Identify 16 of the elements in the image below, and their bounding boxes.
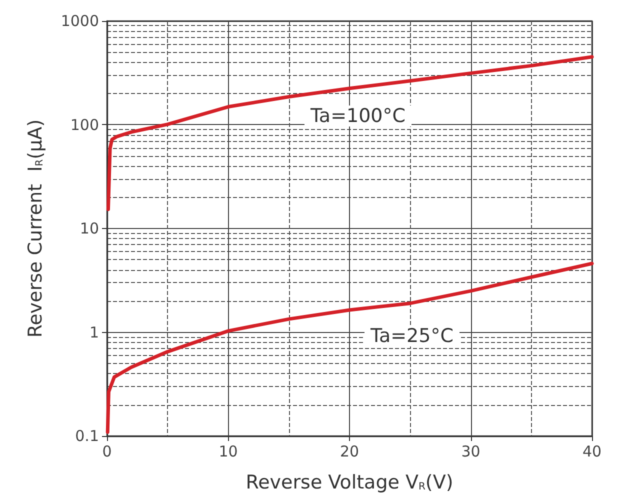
x-tick-label: 30: [461, 442, 480, 460]
x-tick-label: 0: [102, 442, 112, 460]
y-tick-label: 100: [70, 116, 99, 134]
y-tick-label: 1: [89, 323, 99, 342]
y-tick-label: 0.1: [75, 427, 99, 445]
annotation: Ta=25°C: [370, 325, 454, 347]
x-tick-label: 10: [218, 442, 238, 460]
y-axis-title: Reverse Current IR(μA): [24, 119, 46, 338]
x-tick-label: 20: [340, 442, 360, 460]
line-series: [106, 55, 594, 212]
y-tick-label: 1000: [60, 12, 99, 30]
y-tick-label: 10: [80, 220, 99, 238]
x-tick-label: 40: [582, 442, 602, 460]
line-series: [106, 262, 594, 434]
x-axis-title: Reverse Voltage VR(V): [246, 472, 454, 494]
annotation: Ta=100°C: [309, 105, 406, 127]
